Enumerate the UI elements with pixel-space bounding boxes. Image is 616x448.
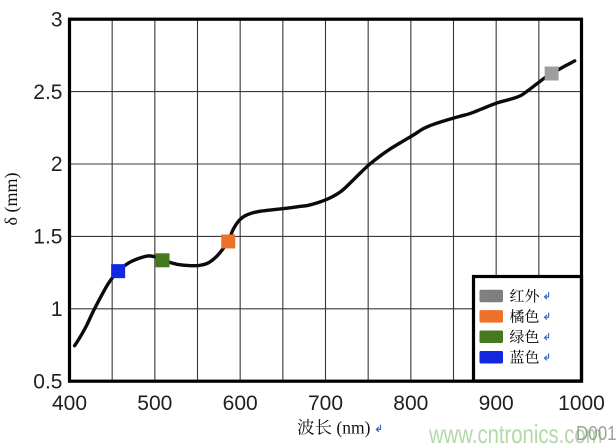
x-tick-label: 600 [223,392,258,415]
line-break-icon [543,353,550,361]
marker-green [155,253,170,268]
legend-label-blue [510,349,539,364]
x-tick-label: 400 [52,392,87,415]
y-tick-label: 2 [51,153,63,176]
x-tick-label: 800 [393,392,428,415]
y-tick-label: 0.5 [33,370,62,393]
legend-label-orange [509,309,539,323]
cjk-glyph [524,309,539,323]
y-axis-title: δ (mm) [1,172,21,226]
cjk-glyph [510,288,524,302]
watermark: www.cntronics.com [429,419,603,448]
cjk-glyph [510,349,524,364]
marker-blue [111,264,126,279]
x-tick-label: 900 [479,392,514,415]
plot-frame [67,17,584,383]
legend-swatch-infrared [479,289,503,303]
x-tick-label: 1000 [558,392,605,415]
y-tick-label: 1 [51,298,63,321]
marker-orange [221,234,236,249]
marker-infrared [544,66,559,81]
line-break-icon [543,292,550,300]
text-run: (nm) [332,418,371,438]
cjk-glyph [297,418,315,435]
x-tick-label: 500 [137,392,172,415]
legend-swatch-orange [479,310,503,323]
line-break-icon [543,332,550,341]
y-tick-label: 2.5 [33,81,62,104]
x-tick-label: 700 [308,392,343,415]
legend-label-infrared [510,288,539,303]
curve-penetration-depth [72,59,577,348]
legend-label-green [509,329,539,344]
figure-id: D001 [576,423,616,445]
cjk-glyph [524,349,539,364]
x-axis-title: (nm) [297,418,371,438]
cjk-glyph [509,329,525,344]
cjk-glyph [509,309,524,323]
y-tick-label: 3 [51,8,63,31]
cjk-glyph [525,288,539,303]
line-break-icon [543,312,550,320]
y-tick-label: 1.5 [33,226,62,249]
line-break-icon [375,424,382,432]
legend-swatch-blue [479,350,503,364]
cjk-glyph [524,329,539,343]
cjk-glyph [315,418,332,435]
legend-swatch-green [479,330,503,344]
